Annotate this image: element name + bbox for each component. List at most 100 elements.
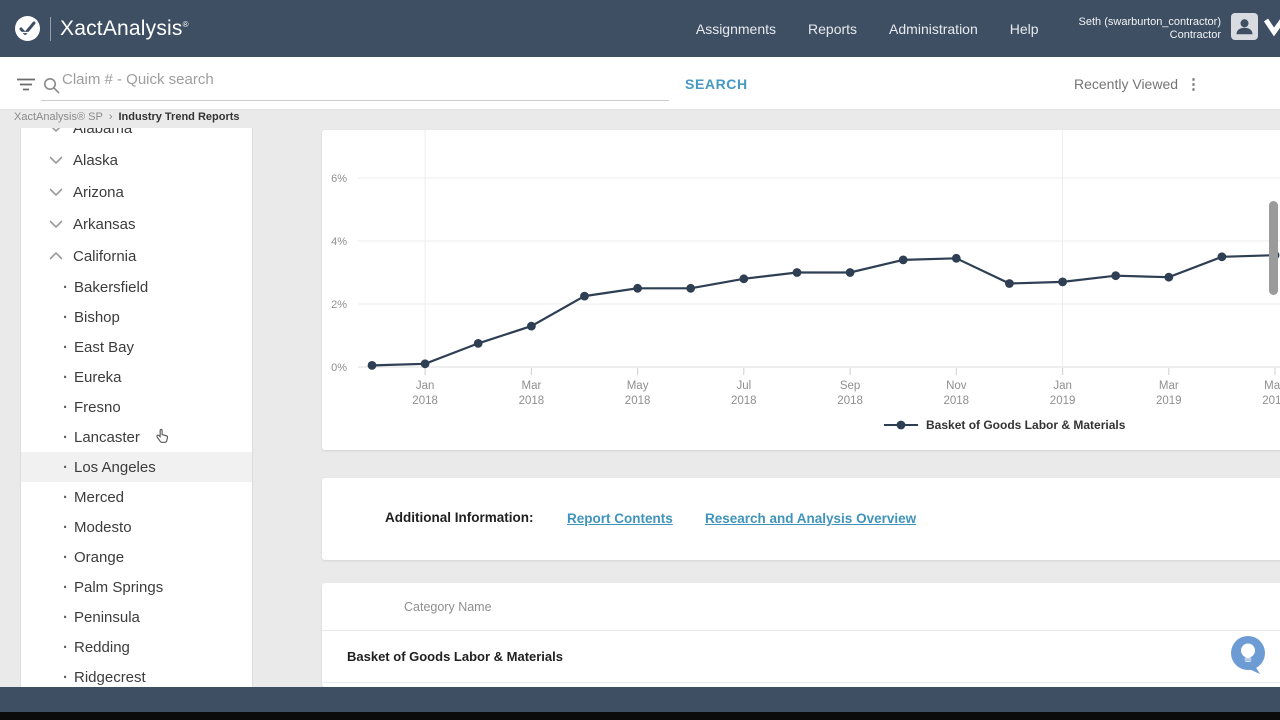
- lightbulb-chat-icon: [1231, 636, 1265, 674]
- chevron-down-icon: [49, 220, 63, 228]
- bullet-icon: ·: [63, 368, 68, 386]
- sidebar-item-arizona[interactable]: Arizona: [21, 176, 252, 208]
- recently-viewed-dropdown[interactable]: Recently Viewed ⋮: [1074, 75, 1201, 93]
- state-label: Alaska: [73, 151, 119, 169]
- sidebar-item-peninsula[interactable]: · Peninsula: [21, 602, 252, 632]
- city-label: Bakersfield: [74, 278, 149, 296]
- bullet-icon: ·: [63, 458, 68, 476]
- brand: XactAnalysis®: [14, 15, 189, 42]
- svg-text:Nov: Nov: [946, 380, 967, 392]
- nav-assignments[interactable]: Assignments: [695, 20, 777, 37]
- city-label: Los Angeles: [74, 458, 156, 476]
- breadcrumb: XactAnalysis® SP › Industry Trend Report…: [14, 111, 240, 123]
- additional-info-card: Additional Information: Report Contents …: [322, 478, 1280, 560]
- bullet-icon: ·: [63, 668, 68, 686]
- xactanalysis-logo-icon: [15, 16, 40, 41]
- sidebar-item-eureka[interactable]: · Eureka: [21, 362, 252, 392]
- search-bar-row: SEARCH Recently Viewed ⋮: [0, 57, 1280, 110]
- sidebar-item-bakersfield[interactable]: · Bakersfield: [21, 272, 252, 302]
- city-label: Modesto: [74, 518, 132, 536]
- svg-text:2018: 2018: [519, 395, 545, 407]
- bullet-icon: ·: [63, 638, 68, 656]
- svg-text:2019: 2019: [1156, 395, 1182, 407]
- sidebar-item-modesto[interactable]: · Modesto: [21, 512, 252, 542]
- user-name: Seth (swarburton_contractor): [1078, 15, 1221, 28]
- city-label: Merced: [74, 488, 125, 506]
- kebab-menu-icon[interactable]: ⋮: [1186, 76, 1202, 93]
- sidebar-item-california[interactable]: California: [21, 240, 252, 272]
- user-role: Contractor: [1169, 28, 1221, 41]
- city-label: Peninsula: [74, 608, 140, 626]
- trend-chart: 0% 2% 4% 6% Jan 2018 Mar 2018 May 2018 Jul 2018 Sep 2…: [322, 130, 1280, 450]
- user-info: Seth (swarburton_contractor) Contractor: [1079, 16, 1221, 42]
- category-table-card: Category Name Basket of Goods Labor & Ma…: [322, 583, 1280, 687]
- sidebar-item-east-bay[interactable]: · East Bay: [21, 332, 252, 362]
- bullet-icon: ·: [63, 518, 68, 536]
- top-header-bar: XactAnalysis® Assignments Reports Admini…: [0, 0, 1280, 57]
- state-label: Arizona: [73, 183, 124, 201]
- clipped-edge-icon: [1264, 16, 1280, 42]
- svg-text:2018: 2018: [837, 395, 863, 407]
- city-label: East Bay: [74, 338, 135, 356]
- legend-marker-icon: [884, 420, 918, 430]
- svg-text:Mar: Mar: [521, 380, 541, 392]
- nav-help[interactable]: Help: [1009, 20, 1039, 37]
- search-button[interactable]: SEARCH: [685, 76, 748, 92]
- svg-text:May: May: [1264, 380, 1280, 392]
- help-chat-bubble-button[interactable]: [1229, 634, 1267, 680]
- filter-icon[interactable]: [16, 78, 36, 96]
- bullet-icon: ·: [63, 278, 68, 296]
- footer-bar: [0, 687, 1280, 712]
- sidebar-item-palm-springs[interactable]: · Palm Springs: [21, 572, 252, 602]
- legend-label: Basket of Goods Labor & Materials: [926, 418, 1126, 432]
- bullet-icon: ·: [63, 398, 68, 416]
- nav-reports[interactable]: Reports: [808, 20, 858, 37]
- breadcrumb-separator: ›: [108, 111, 113, 123]
- vertical-scrollbar-thumb[interactable]: [1269, 201, 1278, 295]
- city-label: Lancaster: [74, 428, 140, 446]
- svg-text:Mar: Mar: [1159, 380, 1179, 392]
- report-contents-link[interactable]: Report Contents: [567, 511, 673, 526]
- sidebar-item-lancaster[interactable]: · Lancaster: [21, 422, 252, 452]
- nav-administration[interactable]: Administration: [889, 20, 978, 37]
- sidebar-item-merced[interactable]: · Merced: [21, 482, 252, 512]
- svg-text:2018: 2018: [412, 395, 438, 407]
- sidebar-item-fresno[interactable]: · Fresno: [21, 392, 252, 422]
- sidebar-item-orange[interactable]: · Orange: [21, 542, 252, 572]
- svg-text:4%: 4%: [331, 236, 347, 248]
- bullet-icon: ·: [63, 428, 68, 446]
- svg-text:0%: 0%: [331, 362, 347, 374]
- sidebar-item-arkansas[interactable]: Arkansas: [21, 208, 252, 240]
- svg-text:Jan: Jan: [1053, 380, 1072, 392]
- sidebar-item-los-angeles[interactable]: · Los Angeles: [21, 452, 252, 482]
- table-row[interactable]: Basket of Goods Labor & Materials: [347, 649, 563, 664]
- sidebar-item-alaska[interactable]: Alaska: [21, 144, 252, 176]
- location-sidebar: Alabama Alaska Arizona Arkansas California · B…: [20, 128, 253, 687]
- search-icon: [43, 77, 60, 99]
- bullet-icon: ·: [63, 608, 68, 626]
- user-avatar[interactable]: [1231, 12, 1258, 45]
- city-label: Fresno: [74, 398, 121, 416]
- brand-name: XactAnalysis®: [60, 16, 189, 40]
- bullet-icon: ·: [63, 338, 68, 356]
- bullet-icon: ·: [63, 488, 68, 506]
- quick-search-input[interactable]: [62, 71, 652, 88]
- city-label: Orange: [74, 548, 125, 566]
- person-icon: [1231, 12, 1258, 40]
- cursor-hand-icon: [154, 428, 171, 450]
- city-label: Eureka: [74, 368, 122, 386]
- table-divider: [322, 630, 1280, 631]
- sidebar-item-ridgecrest[interactable]: · Ridgecrest: [21, 662, 252, 687]
- top-nav: Assignments Reports Administration Help: [696, 21, 1039, 37]
- sidebar-item-alabama[interactable]: Alabama: [21, 128, 252, 144]
- state-label: Arkansas: [73, 215, 136, 233]
- svg-text:2018: 2018: [625, 395, 651, 407]
- svg-text:May: May: [627, 380, 649, 392]
- sidebar-item-redding[interactable]: · Redding: [21, 632, 252, 662]
- sidebar-item-bishop[interactable]: · Bishop: [21, 302, 252, 332]
- breadcrumb-root[interactable]: XactAnalysis® SP: [14, 111, 103, 123]
- chevron-up-icon: [49, 252, 63, 260]
- chevron-down-icon: [49, 188, 63, 196]
- bullet-icon: ·: [63, 578, 68, 596]
- research-analysis-overview-link[interactable]: Research and Analysis Overview: [705, 511, 917, 526]
